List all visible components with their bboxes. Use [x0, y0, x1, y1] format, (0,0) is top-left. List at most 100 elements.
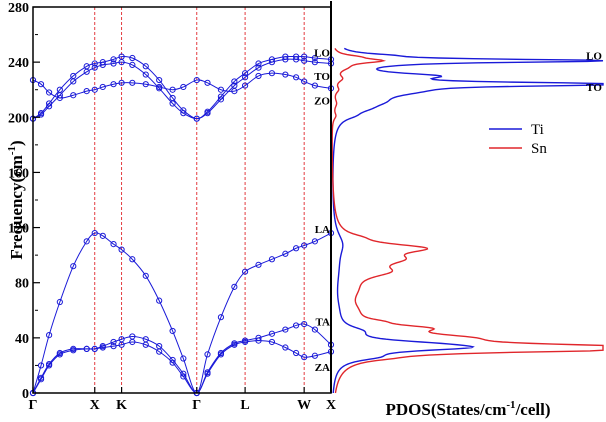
branch-2-point-4 [70, 263, 77, 270]
branch-3-point-8 [110, 60, 117, 67]
branch-5-point-5 [83, 87, 90, 95]
branch-4-point-10 [129, 54, 136, 62]
branch-1-point-3 [56, 349, 63, 357]
branch-3-point-2 [46, 103, 53, 110]
y-tick-label-2: 80 [15, 277, 29, 292]
branch-4-point-21 [268, 56, 276, 63]
branch-5-point-20 [255, 72, 262, 80]
branch-1-point-19 [241, 337, 249, 344]
branch-5-point-25 [311, 82, 318, 89]
legend-label-sn: Sn [531, 141, 547, 157]
branch-5-point-4 [70, 92, 77, 99]
branch-0-point-23 [292, 349, 300, 357]
branch-4-point-16 [204, 108, 211, 115]
branch-5-point-21 [268, 70, 276, 77]
branch-3-point-21 [268, 59, 276, 66]
x-tick-label-0: Γ [29, 398, 38, 413]
branch-4-point-12 [156, 76, 163, 84]
branch-3-point-11 [142, 71, 149, 78]
branch-4-point-13 [169, 94, 176, 102]
branch-4-point-9 [118, 53, 125, 60]
branch-4-point-18 [231, 78, 238, 85]
branch-2-point-25 [311, 238, 318, 245]
x-axis-title-pdos: PDOS(States/cm-1/cell) [386, 399, 551, 419]
branch-4-point-11 [142, 63, 149, 70]
y-tick-label-1: 40 [15, 332, 29, 347]
branch-optical-3 [32, 58, 332, 120]
branch-0-point-22 [282, 344, 289, 351]
mode-label-lo: LO [314, 47, 330, 59]
branch-5-point-9 [118, 79, 125, 86]
branch-1-point-8 [110, 338, 117, 346]
y-tick-label-7: 280 [8, 1, 29, 16]
branch-1-point-13 [169, 356, 176, 364]
x-tick-label-3: Γ [192, 398, 201, 413]
branch-2-point-9 [118, 246, 125, 253]
branch-4-point-15 [193, 115, 200, 122]
branch-2-point-5 [83, 238, 90, 245]
branch-2-point-24 [301, 242, 308, 249]
branch-4-point-8 [110, 56, 117, 63]
branch-1-point-16 [204, 369, 211, 376]
branch-5-point-14 [180, 83, 187, 91]
branch-0-point-8 [110, 343, 117, 350]
branch-3-point-19 [241, 74, 249, 81]
branch-2-point-1 [37, 362, 45, 369]
branch-4-point-22 [282, 53, 289, 60]
branch-2-point-21 [268, 256, 276, 263]
branch-4-point-24 [301, 53, 308, 60]
mode-label-to: TO [314, 71, 330, 83]
branch-1-point-23 [292, 322, 300, 329]
branch-4-point-25 [311, 54, 318, 62]
mode-label-zo: ZO [314, 96, 330, 108]
branch-2-point-2 [46, 332, 53, 339]
mode-label-la: LA [315, 224, 330, 236]
y-tick-label-5: 200 [8, 111, 29, 126]
x-tick-label-5: W [297, 398, 311, 413]
mode-labels: LO TO ZO LA TA ZA [314, 47, 330, 373]
branch-5-point-24 [301, 78, 308, 85]
branch-1-point-18 [231, 340, 238, 347]
y-axis-title: Frequency(cm-1) [6, 140, 26, 259]
y-tick-label-4: 160 [8, 166, 29, 181]
x-tick-label-4: L [240, 398, 249, 413]
branch-2-point-23 [292, 245, 300, 252]
branch-4-point-7 [99, 59, 106, 66]
branch-4-point-23 [292, 53, 300, 60]
branch-5-point-11 [142, 81, 149, 88]
branch-0-point-21 [268, 338, 276, 346]
branch-4-point-1 [37, 110, 45, 117]
branch-5-point-16 [204, 79, 211, 86]
branch-2-point-13 [169, 327, 176, 335]
branch-1-point-4 [70, 345, 77, 352]
branch-2-point-11 [142, 272, 149, 279]
branch-0-point-20 [255, 337, 262, 344]
branch-4-point-19 [241, 70, 249, 77]
branch-5-point-15 [193, 76, 200, 84]
branch-2-point-17 [217, 314, 225, 321]
branch-1-point-9 [118, 336, 125, 343]
branch-1-point-25 [311, 326, 318, 333]
branch-1-point-22 [282, 326, 289, 333]
branch-acoustic-2 [32, 232, 332, 394]
branch-3-point-22 [282, 56, 289, 63]
branch-3-point-25 [311, 59, 318, 66]
branch-1-point-2 [46, 360, 53, 368]
branch-5-point-13 [169, 86, 176, 93]
branch-1-point-10 [129, 333, 136, 340]
pdos-panel: LO TO Ti Sn PDOS(States/cm-1/cell) [331, 47, 604, 419]
branch-1-point-21 [268, 330, 276, 337]
branch-5-point-3 [56, 94, 63, 102]
high-symmetry-lines [94, 7, 305, 393]
mode-label-za: ZA [315, 362, 330, 374]
branch-1-point-6 [91, 345, 98, 352]
branch-5-point-19 [241, 82, 249, 89]
branch-3-point-20 [255, 64, 262, 71]
panel-frames [32, 1, 332, 394]
branch-1-point-12 [156, 343, 163, 350]
branch-2-point-18 [231, 283, 238, 290]
branch-3-point-10 [129, 61, 136, 69]
branch-0-point-14 [180, 373, 187, 380]
branch-3-point-17 [217, 96, 225, 103]
